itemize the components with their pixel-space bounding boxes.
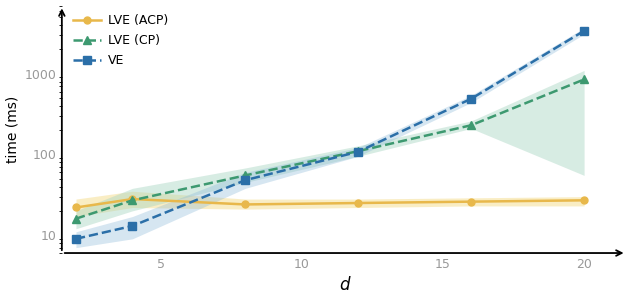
Line: LVE (ACP): LVE (ACP) xyxy=(73,196,588,211)
VE xyxy=(241,178,249,182)
VE xyxy=(129,224,137,228)
Line: VE: VE xyxy=(72,27,588,243)
LVE (CP) xyxy=(241,174,249,177)
LVE (ACP) xyxy=(241,202,249,206)
LVE (CP) xyxy=(129,199,137,202)
Legend: LVE (ACP), LVE (CP), VE: LVE (ACP), LVE (CP), VE xyxy=(68,9,173,72)
VE xyxy=(468,97,475,101)
LVE (ACP) xyxy=(468,200,475,203)
LVE (CP) xyxy=(580,78,588,81)
LVE (CP) xyxy=(468,123,475,127)
LVE (ACP) xyxy=(580,199,588,202)
VE xyxy=(72,237,80,241)
X-axis label: d: d xyxy=(339,276,349,294)
LVE (ACP) xyxy=(355,201,362,205)
Line: LVE (CP): LVE (CP) xyxy=(72,75,588,223)
LVE (ACP) xyxy=(72,206,80,209)
LVE (ACP) xyxy=(129,197,137,201)
LVE (CP) xyxy=(72,217,80,220)
Y-axis label: time (ms): time (ms) xyxy=(6,96,20,163)
VE xyxy=(355,150,362,154)
LVE (CP) xyxy=(355,149,362,153)
VE xyxy=(580,29,588,33)
